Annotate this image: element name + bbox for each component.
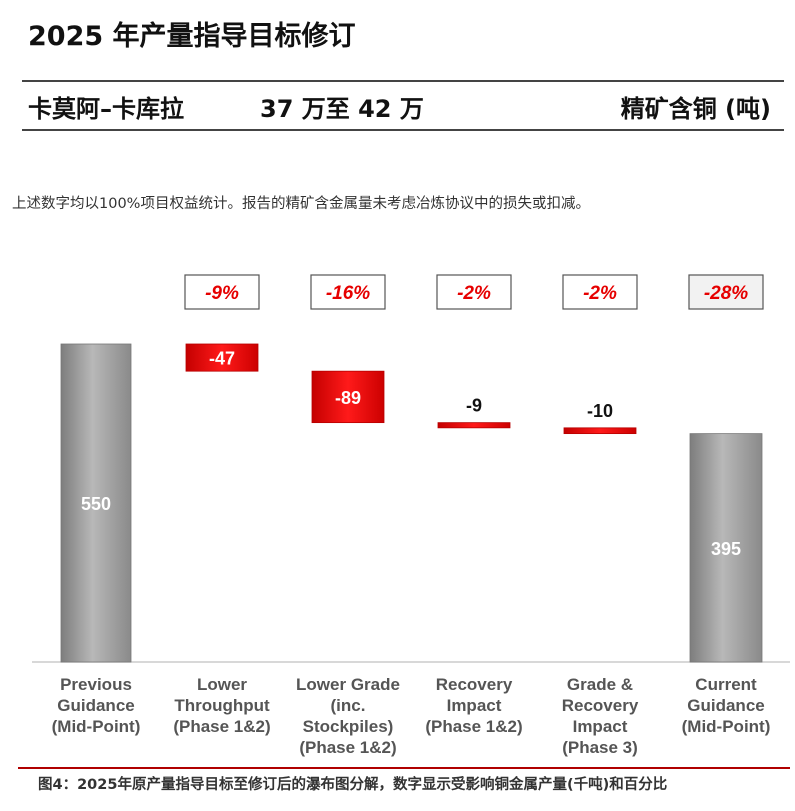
category-label-0-2: (Mid-Point) xyxy=(52,717,141,736)
bar-2 xyxy=(311,370,385,424)
percent-box-4 xyxy=(562,274,638,310)
percent-label-3: -2% xyxy=(457,283,491,304)
bar-3 xyxy=(437,422,511,429)
guidance-range: 37 万至 42 万 xyxy=(260,95,424,123)
header-top-rule xyxy=(22,80,784,82)
percent-box-3 xyxy=(436,274,512,310)
bar-0 xyxy=(60,343,132,663)
percent-label-4: -2% xyxy=(583,283,617,304)
footnote: 上述数字均以100%项目权益统计。报告的精矿含金属量未考虑冶炼协议中的损失或扣减… xyxy=(12,196,590,212)
category-label-3-1: Impact xyxy=(447,696,502,715)
category-label-4-3: (Phase 3) xyxy=(562,738,638,757)
caption-rule xyxy=(18,767,790,769)
category-label-5-2: (Mid-Point) xyxy=(682,717,771,736)
page-title: 2025 年产量指导目标修订 xyxy=(28,21,356,52)
value-label-5: 395 xyxy=(711,539,741,559)
value-label-0: 550 xyxy=(81,494,111,514)
unit-label: 精矿含铜 (吨) xyxy=(620,95,771,123)
category-label-5-0: Current xyxy=(695,675,757,694)
category-label-2-0: Lower Grade xyxy=(296,675,400,694)
category-label-1-0: Lower xyxy=(197,675,247,694)
figure-caption: 图4：2025年原产量指导目标至修订后的瀑布图分解，数字显示受影响铜金属产量(千… xyxy=(38,777,668,793)
value-label-2: -89 xyxy=(335,388,361,408)
bar-5 xyxy=(689,433,763,663)
category-label-3-0: Recovery xyxy=(436,675,513,694)
category-label-2-3: (Phase 1&2) xyxy=(299,738,396,757)
percent-box-5 xyxy=(688,274,764,310)
category-label-0-0: Previous xyxy=(60,675,132,694)
percent-label-5: -28% xyxy=(704,283,748,304)
bar-4 xyxy=(563,427,637,435)
category-label-4-1: Recovery xyxy=(562,696,639,715)
percent-box-2 xyxy=(310,274,386,310)
category-label-4-2: Impact xyxy=(573,717,628,736)
value-label-3: -9 xyxy=(466,396,482,416)
category-label-5-1: Guidance xyxy=(687,696,764,715)
category-label-2-1: (inc. xyxy=(331,696,366,715)
category-label-0-1: Guidance xyxy=(57,696,134,715)
category-label-1-1: Throughput xyxy=(174,696,270,715)
percent-box-1 xyxy=(184,274,260,310)
percent-label-1: -9% xyxy=(205,283,239,304)
category-label-3-2: (Phase 1&2) xyxy=(425,717,522,736)
category-label-1-2: (Phase 1&2) xyxy=(173,717,270,736)
value-label-1: -47 xyxy=(209,349,235,369)
category-label-2-2: Stockpiles) xyxy=(303,717,394,736)
bar-1 xyxy=(185,343,259,372)
category-label-4-0: Grade & xyxy=(567,675,633,694)
value-label-4: -10 xyxy=(587,401,613,421)
percent-label-2: -16% xyxy=(326,283,370,304)
header-bottom-rule xyxy=(22,129,784,131)
mine-name: 卡莫阿–卡库拉 xyxy=(28,95,184,123)
